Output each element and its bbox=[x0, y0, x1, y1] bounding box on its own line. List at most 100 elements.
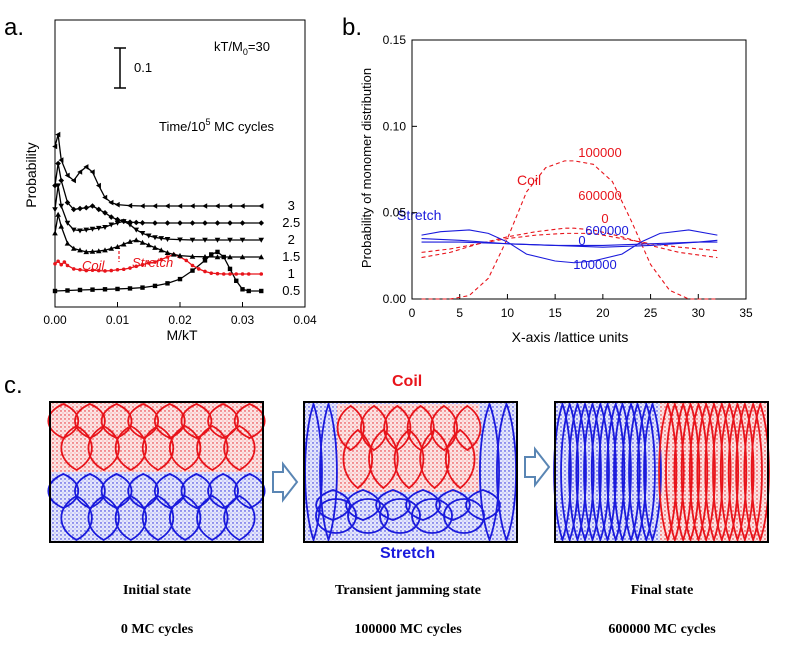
stretch-loop bbox=[636, 401, 656, 543]
point bbox=[70, 177, 76, 184]
coil-loop bbox=[359, 404, 389, 452]
state-3-cycles: 600000 MC cycles bbox=[608, 622, 716, 637]
point bbox=[64, 199, 71, 206]
point bbox=[177, 203, 183, 209]
point bbox=[52, 230, 58, 236]
box-border bbox=[49, 401, 264, 543]
point bbox=[240, 272, 245, 276]
point bbox=[95, 248, 102, 254]
point bbox=[234, 278, 239, 283]
point bbox=[239, 237, 246, 243]
point bbox=[170, 251, 177, 257]
stretch-box-label: Stretch bbox=[380, 545, 436, 562]
coil-loop bbox=[429, 404, 459, 452]
point bbox=[240, 287, 245, 292]
series-coil-100000 bbox=[421, 160, 718, 300]
state-1-title: Initial state bbox=[122, 583, 192, 598]
time-header: Time/105 MC cycles bbox=[159, 117, 275, 134]
initial-state-box bbox=[47, 401, 266, 543]
series-coil-0 bbox=[421, 227, 718, 259]
coil-loop bbox=[445, 428, 476, 490]
point bbox=[202, 203, 208, 209]
point bbox=[258, 203, 264, 209]
point bbox=[202, 254, 208, 260]
series-3: 3 bbox=[52, 131, 295, 213]
point bbox=[258, 254, 265, 260]
point bbox=[234, 272, 239, 276]
point bbox=[152, 283, 158, 289]
chart-a: Probability M/kT kT/M0=30 0.1 Time/105 M… bbox=[23, 19, 317, 343]
x-tick-label: 0 bbox=[409, 306, 416, 320]
point bbox=[83, 227, 90, 233]
stretch-loop bbox=[496, 401, 517, 543]
point bbox=[121, 267, 126, 272]
coil-group-label: Coil bbox=[517, 172, 541, 188]
point bbox=[70, 245, 77, 251]
chart-b-frame bbox=[411, 39, 747, 300]
series-label-2: 2 bbox=[288, 232, 295, 247]
point bbox=[65, 263, 70, 268]
x-tick-label: 30 bbox=[692, 306, 706, 320]
point bbox=[165, 281, 170, 286]
scale-bar-label: 0.1 bbox=[134, 60, 152, 75]
point bbox=[164, 236, 171, 242]
box-border bbox=[554, 401, 769, 543]
point bbox=[139, 220, 146, 226]
chart-b-xlabel: X-axis /lattice units bbox=[512, 329, 629, 345]
state-1-cycles: 0 MC cycles bbox=[120, 622, 194, 637]
point bbox=[228, 272, 232, 276]
point bbox=[77, 205, 83, 212]
point bbox=[64, 172, 70, 179]
point bbox=[227, 237, 233, 243]
point bbox=[95, 225, 102, 231]
series-label-stretch-600000: 600000 bbox=[585, 223, 628, 238]
point bbox=[55, 131, 61, 138]
stretch-loop bbox=[315, 489, 351, 521]
point bbox=[139, 239, 146, 245]
x-tick-label: 35 bbox=[739, 306, 753, 320]
point bbox=[108, 214, 115, 220]
coil-loop bbox=[180, 403, 213, 439]
point bbox=[52, 182, 58, 189]
point bbox=[114, 216, 121, 223]
point bbox=[58, 177, 65, 184]
point bbox=[83, 164, 89, 170]
point bbox=[209, 271, 214, 275]
point bbox=[177, 252, 183, 258]
chart-a-xlabel: M/kT bbox=[166, 327, 198, 343]
panel-c-label: c. bbox=[4, 372, 23, 399]
point bbox=[108, 245, 115, 251]
point bbox=[158, 247, 165, 253]
stretch-loop bbox=[465, 489, 501, 521]
x-tick-label: 0.04 bbox=[293, 313, 317, 327]
point bbox=[108, 199, 114, 206]
point bbox=[58, 157, 64, 163]
point bbox=[114, 201, 120, 208]
point bbox=[152, 244, 158, 250]
point bbox=[202, 258, 208, 263]
point bbox=[89, 226, 96, 232]
series-label-2.5: 2.5 bbox=[282, 215, 300, 230]
point bbox=[109, 268, 114, 273]
series-stretch-100000 bbox=[421, 229, 718, 264]
series-line-1.5 bbox=[54, 214, 262, 258]
coil-box-label: Coil bbox=[392, 373, 423, 390]
point bbox=[246, 288, 251, 294]
point bbox=[89, 203, 96, 209]
point bbox=[177, 220, 183, 226]
point bbox=[65, 288, 70, 293]
point bbox=[120, 241, 127, 247]
coil-loop bbox=[153, 403, 186, 439]
series-label-1: 1 bbox=[288, 266, 295, 281]
x-tick-label: 0.01 bbox=[106, 313, 130, 327]
coil-loop bbox=[60, 424, 93, 472]
point bbox=[140, 285, 145, 290]
series-label-3: 3 bbox=[288, 198, 295, 213]
stretch-region bbox=[50, 472, 263, 542]
point bbox=[77, 287, 83, 293]
point bbox=[227, 266, 233, 272]
state-diagram bbox=[47, 401, 770, 543]
point bbox=[152, 220, 158, 226]
point bbox=[83, 204, 90, 211]
point bbox=[215, 271, 220, 276]
